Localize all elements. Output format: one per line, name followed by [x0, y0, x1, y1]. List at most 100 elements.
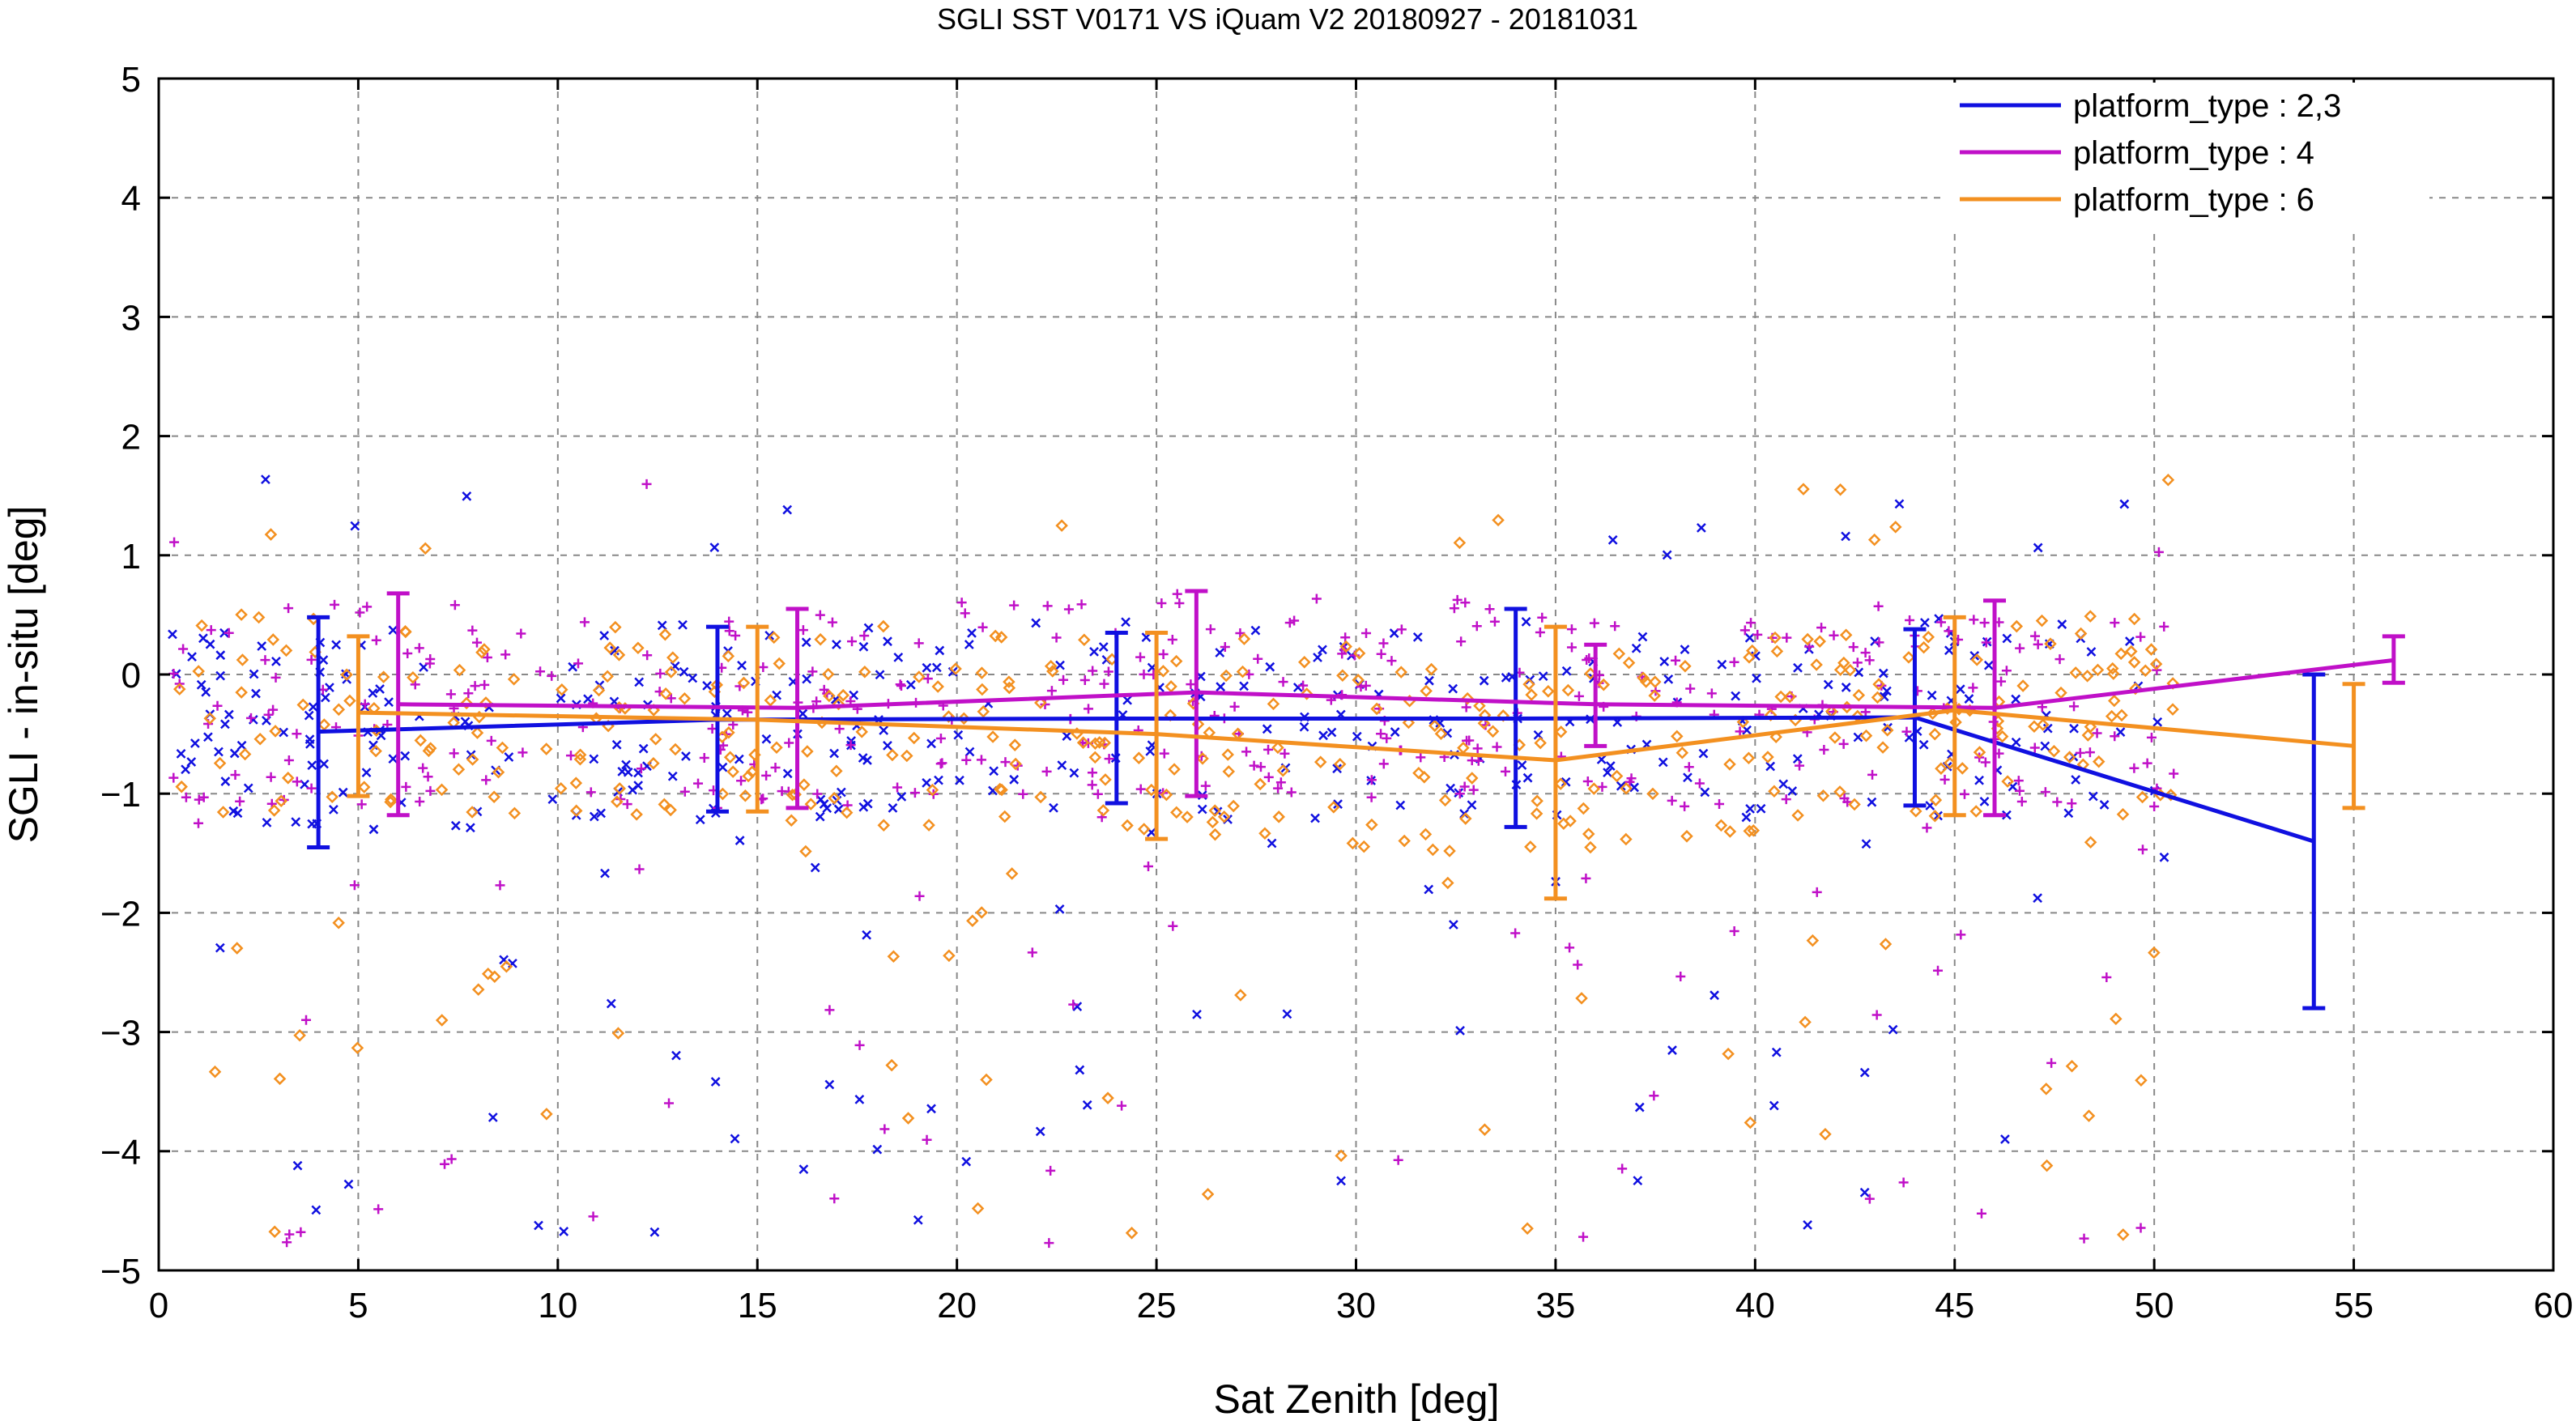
scatter-point-series-2 — [1976, 1208, 1986, 1219]
scatter-point-series-2 — [642, 650, 653, 661]
scatter-point-series-3 — [722, 649, 735, 663]
scatter-point-series-2 — [1848, 642, 1859, 653]
y-tick-label: 4 — [121, 179, 141, 219]
scatter-point-series-2 — [798, 625, 808, 636]
scatter-point-series-2 — [1795, 760, 1805, 771]
scatter-point-series-2 — [935, 759, 946, 769]
scatter-point-series-3 — [1009, 757, 1022, 771]
scatter-point-series-3 — [1222, 765, 1236, 778]
scatter-point-series-3 — [1801, 632, 1814, 646]
scatter-point-series-1 — [1098, 642, 1109, 652]
scatter-point-series-3 — [658, 798, 671, 811]
scatter-point-series-2 — [1933, 965, 1944, 976]
scatter-point-series-3 — [343, 694, 356, 708]
scatter-point-series-3 — [1587, 782, 1601, 795]
scatter-point-series-2 — [1396, 624, 1407, 635]
scatter-point-series-3 — [1206, 815, 1220, 829]
scatter-point-series-3 — [1554, 725, 1568, 738]
scatter-point-series-1 — [1882, 686, 1892, 696]
scatter-point-series-1 — [888, 802, 898, 813]
scatter-point-series-3 — [832, 697, 845, 711]
scatter-point-series-1 — [1310, 813, 1320, 823]
scatter-point-series-3 — [1929, 793, 1943, 806]
scatter-point-series-1 — [249, 669, 259, 679]
scatter-point-series-2 — [1092, 789, 1103, 799]
scatter-point-series-1 — [596, 808, 607, 819]
scatter-point-series-3 — [573, 748, 587, 762]
scatter-point-series-2 — [1104, 754, 1114, 764]
scatter-point-series-2 — [1205, 624, 1216, 635]
scatter-point-series-2 — [2159, 621, 2169, 632]
scatter-point-series-3 — [326, 790, 338, 803]
scatter-point-series-3 — [2135, 790, 2149, 804]
x-tick-label: 55 — [2334, 1286, 2374, 1325]
scatter-point-series-2 — [845, 740, 856, 751]
scatter-point-series-2 — [1087, 780, 1097, 790]
scatter-point-series-3 — [1917, 640, 1931, 654]
scatter-point-series-2 — [1044, 1238, 1054, 1249]
scatter-point-series-1 — [534, 1220, 543, 1231]
scatter-point-series-1 — [667, 771, 678, 781]
series-line-3 — [358, 708, 2354, 763]
scatter-point-series-3 — [1743, 824, 1756, 838]
scatter-point-series-1 — [1145, 746, 1156, 756]
scatter-point-series-2 — [1167, 635, 1177, 645]
scatter-point-series-3 — [821, 667, 835, 681]
scatter-point-series-3 — [1254, 777, 1267, 791]
scatter-point-series-3 — [2065, 1060, 2079, 1073]
scatter-point-series-3 — [980, 1073, 993, 1087]
scatter-point-series-3 — [726, 765, 739, 778]
scatter-point-series-2 — [1565, 942, 1575, 953]
scatter-point-series-2 — [330, 599, 340, 610]
scatter-point-series-1 — [782, 504, 793, 515]
scatter-point-series-3 — [1723, 758, 1736, 771]
scatter-point-series-1 — [1752, 673, 1761, 683]
scatter-point-series-1 — [600, 868, 610, 879]
scatter-point-series-2 — [1135, 652, 1146, 662]
scatter-point-series-2 — [481, 775, 492, 785]
scatter-point-series-2 — [664, 1098, 675, 1108]
scatter-point-series-1 — [905, 679, 916, 690]
scatter-point-series-3 — [1438, 793, 1452, 807]
scatter-point-series-1 — [1700, 787, 1710, 798]
scatter-point-series-3 — [1995, 730, 2009, 743]
scatter-point-series-3 — [798, 778, 811, 791]
scatter-point-series-2 — [1694, 778, 1705, 789]
scatter-point-series-1 — [688, 673, 698, 683]
scatter-point-series-1 — [734, 836, 745, 845]
scatter-point-series-3 — [1327, 801, 1340, 814]
scatter-point-series-1 — [1062, 731, 1072, 741]
scatter-point-series-1 — [243, 783, 253, 793]
scatter-point-series-3 — [1833, 663, 1847, 676]
scatter-point-series-3 — [2054, 686, 2067, 700]
scatter-point-series-3 — [475, 645, 488, 659]
scatter-point-series-3 — [1743, 651, 1756, 664]
scatter-point-series-2 — [1864, 1193, 1875, 1204]
y-axis-title: SGLI - in-situ [deg] — [1, 506, 46, 844]
scatter-point-series-3 — [1852, 688, 1866, 702]
scatter-point-series-3 — [478, 643, 491, 656]
scatter-point-series-3 — [1352, 674, 1365, 687]
scatter-point-series-3 — [1843, 663, 1857, 677]
scatter-point-series-2 — [1584, 653, 1595, 664]
scatter-point-series-3 — [975, 906, 988, 919]
scatter-point-series-1 — [1216, 682, 1226, 692]
scatter-point-series-3 — [739, 789, 752, 802]
scatter-point-series-2 — [935, 733, 946, 743]
scatter-point-series-2 — [1449, 603, 1459, 614]
scatter-point-series-2 — [1386, 656, 1397, 666]
scatter-point-series-3 — [678, 691, 692, 705]
scatter-point-series-2 — [1617, 1164, 1628, 1174]
x-tick-label: 40 — [1735, 1286, 1775, 1325]
scatter-point-series-2 — [1680, 801, 1690, 811]
scatter-point-series-3 — [1420, 684, 1433, 698]
scatter-point-series-3 — [1137, 823, 1151, 836]
scatter-point-series-3 — [1648, 689, 1661, 702]
scatter-point-series-3 — [1973, 746, 1986, 759]
scatter-point-series-2 — [812, 789, 823, 799]
scatter-point-series-2 — [1076, 599, 1087, 610]
scatter-point-series-1 — [1841, 531, 1850, 542]
scatter-point-series-3 — [1169, 654, 1183, 668]
series-lines — [307, 589, 2405, 1010]
scatter-point-series-2 — [486, 735, 496, 746]
